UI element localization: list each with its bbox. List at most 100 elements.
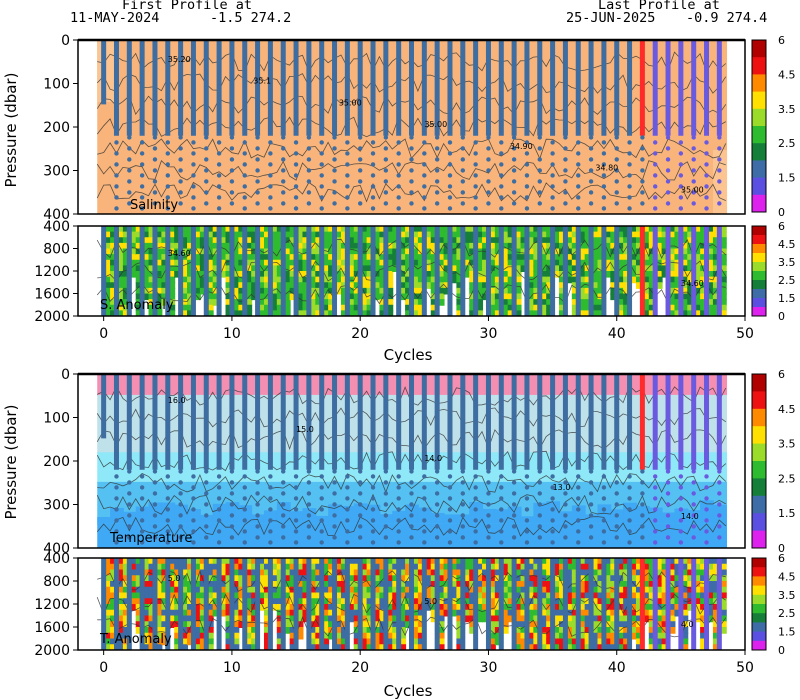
sample-dot [281,157,286,162]
sample-dot [268,173,273,178]
sample-dot [537,469,542,474]
sample-dot [460,179,466,184]
sample-dot [601,529,607,534]
temperature-panel: 16.0 15.0 14.0 13.0 14.0 Temperature 0 100 200 30… [43,367,746,557]
sample-dot [152,491,158,496]
sample-dot [601,518,607,523]
sample-dot [357,179,363,184]
sample-dot [537,146,542,151]
sample-dot [165,140,170,145]
sample-dot [255,190,260,195]
sample-dot [537,179,542,184]
sample-dot [601,474,607,479]
sample-dot [139,162,145,167]
sample-dot [268,206,273,211]
sample-dot [473,485,478,490]
sample-dot [499,206,504,211]
sample-dot [409,469,414,474]
sample-dot [268,518,273,523]
sample-dot [422,184,427,189]
sample-dot [499,518,504,523]
sample-dot [281,480,286,485]
salinity-panel: 35.20 35.1 35.00 35.00 34.90 34.80 35.00 Salini… [43,33,746,223]
sample-dot [396,184,401,189]
sample-dot [511,524,517,529]
sample-dot [409,179,414,184]
sample-dot [422,162,427,167]
sample-dot [460,491,466,496]
sample-dot [563,491,568,496]
last-profile-title: Last Profile at [598,0,720,13]
panel-body: 34.60 34.60 [78,226,745,316]
sample-dot [370,507,376,512]
sample-dot [306,201,312,206]
sample-dot [704,173,709,178]
sample-dot [717,491,722,496]
sample-dot [357,469,363,474]
sample-dot [114,206,119,211]
sample-dot [511,513,517,518]
sample-dot [447,184,453,189]
sample-dot [678,474,684,479]
sample-dot [563,201,568,206]
sample-dot [293,529,299,534]
sample-dot [473,162,478,167]
contour-label: 15.0 [296,425,314,434]
x-tick-label: 30 [480,660,498,676]
sample-dot [165,529,170,534]
sample-dot [242,507,247,512]
sample-dot [191,195,196,200]
sample-dot [165,195,170,200]
sample-dot [370,140,376,145]
sample-dot [614,502,619,507]
sample-dot [678,507,684,512]
sample-dot [178,524,183,529]
sample-dot [422,195,427,200]
colorbar-frame [751,39,767,213]
sample-dot [563,513,568,518]
sample-dot [665,190,671,195]
sample-dot [691,168,696,173]
sample-dot [396,151,401,156]
sample-dot [678,140,684,145]
salinity-anomaly-panel: 34.60 34.60 S. Anomaly 400 800 1200 1600 2000 [34,219,746,325]
sample-dot [332,513,337,518]
sample-dot [268,184,273,189]
sample-dot [370,173,376,178]
sample-dot [229,480,235,485]
sample-dot [396,140,401,145]
sample-dot [229,502,235,507]
sample-dot [409,535,414,540]
sample-dot [114,140,119,145]
colorbar-label: 1.5 [778,172,796,185]
y-tick-label: 1600 [34,287,70,303]
sample-dot [396,496,401,501]
colorbar-swatch [752,143,766,161]
sample-dot [229,524,235,529]
sample-dot [653,173,658,178]
sample-dot [229,179,235,184]
sample-dot [550,540,555,545]
sample-dot [242,162,247,167]
sample-dot [434,201,440,206]
sample-dot [640,491,645,496]
sample-dot [204,524,209,529]
sample-dot [576,184,581,189]
sample-dot [717,146,722,151]
sample-dot [653,540,658,545]
sample-dot [537,135,542,140]
sample-dot [460,524,466,529]
sample-dot [576,540,581,545]
sample-dot [576,140,581,145]
sample-dot [704,206,709,211]
sample-dot [704,474,709,479]
sample-dot [204,491,209,496]
sample-dot [588,524,594,529]
sample-dot [229,201,235,206]
sample-dot [139,206,145,211]
sample-dot [229,535,235,540]
colorbar-label: 6 [778,368,785,381]
sample-dot [178,135,183,140]
sample-dot [486,469,491,474]
y-tick-label: 400 [43,219,70,235]
